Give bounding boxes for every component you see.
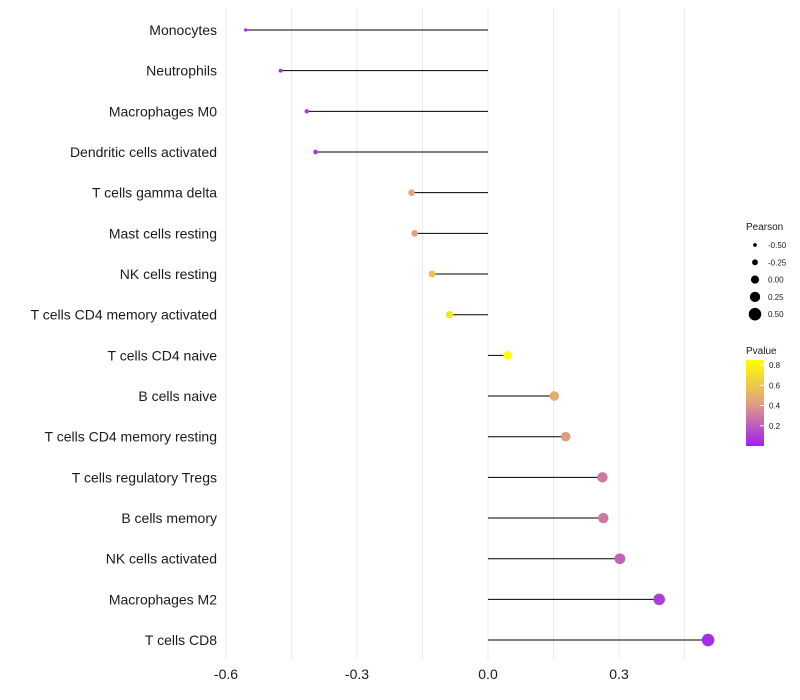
size-legend-title: Pearson xyxy=(746,222,783,233)
x-tick-label: -0.3 xyxy=(345,666,369,682)
category-labels: Monocytes Neutrophils Macrophages M0 Dendri… xyxy=(31,22,218,648)
category-label: T cells CD4 naive xyxy=(108,347,218,363)
x-tick-label: -0.6 xyxy=(214,666,238,682)
colorbar-tick-label: 0.6 xyxy=(769,381,781,390)
category-label: NK cells activated xyxy=(106,551,217,567)
category-label: T cells CD8 xyxy=(145,632,217,648)
size-legend-dot xyxy=(749,291,761,303)
colorbar-tick-label: 0.4 xyxy=(769,402,781,411)
color-legend-title: Pvalue xyxy=(746,346,777,357)
category-label: T cells CD4 memory activated xyxy=(31,307,217,323)
lollipop-point xyxy=(304,109,310,114)
lollipop-point xyxy=(598,512,609,524)
lollipop-point xyxy=(653,593,665,606)
size-legend-label: -0.50 xyxy=(768,241,787,250)
category-label: NK cells resting xyxy=(120,266,217,282)
size-legend-dot xyxy=(753,243,757,247)
category-label: T cells CD4 memory resting xyxy=(45,429,217,445)
lollipop-point xyxy=(701,633,715,647)
lollipop-point xyxy=(445,311,454,319)
category-label: Neutrophils xyxy=(146,63,217,79)
category-label: T cells regulatory Tregs xyxy=(72,469,217,485)
category-label: Macrophages M0 xyxy=(109,103,217,119)
size-legend-label: 0.50 xyxy=(768,310,784,319)
lollipop-point xyxy=(411,230,418,237)
size-legend-label: 0.00 xyxy=(768,276,784,285)
point-layer xyxy=(244,28,715,647)
lollipop-point xyxy=(428,270,436,278)
colorbar-tick-label: 0.8 xyxy=(769,361,781,370)
lollipop-point xyxy=(560,431,571,442)
category-label: Monocytes xyxy=(149,22,217,38)
size-legend-dot xyxy=(752,259,758,266)
lollipop-point xyxy=(597,472,608,483)
category-label: T cells gamma delta xyxy=(92,185,217,201)
lollipop-point xyxy=(503,351,512,360)
size-legend-label: -0.25 xyxy=(768,258,787,267)
grid-layer xyxy=(225,8,686,660)
category-label: B cells naive xyxy=(138,388,217,404)
pvalue-colorbar xyxy=(746,360,764,446)
x-tick-label: 0.0 xyxy=(478,666,498,682)
color-legend-ticks: 0.2 0.4 0.6 0.8 xyxy=(760,361,781,431)
lollipop-point xyxy=(278,68,283,73)
category-label: B cells memory xyxy=(121,510,217,526)
stem-layer xyxy=(245,29,709,641)
category-label: Macrophages M2 xyxy=(109,591,217,607)
lollipop-point xyxy=(549,391,560,401)
size-legend-dot xyxy=(750,275,760,284)
x-tick-label: 0.3 xyxy=(609,666,629,682)
size-legend-dot xyxy=(748,307,762,321)
x-tick-labels: -0.6 -0.3 0.0 0.3 xyxy=(214,666,629,682)
size-legend-label: 0.25 xyxy=(768,293,784,302)
size-legend-items: -0.50 -0.25 0.00 0.25 0.50 xyxy=(748,241,787,321)
colorbar-tick-label: 0.2 xyxy=(769,422,781,431)
category-label: Mast cells resting xyxy=(109,225,217,241)
lollipop-point xyxy=(313,149,318,155)
lollipop-point xyxy=(614,553,626,565)
legends: Pearson -0.50 -0.25 0.00 0.25 0.50 Pvalue 0.… xyxy=(746,222,787,446)
category-label: Dendritic cells activated xyxy=(70,144,217,160)
lollipop-point xyxy=(408,189,415,196)
lollipop-point xyxy=(244,28,248,32)
